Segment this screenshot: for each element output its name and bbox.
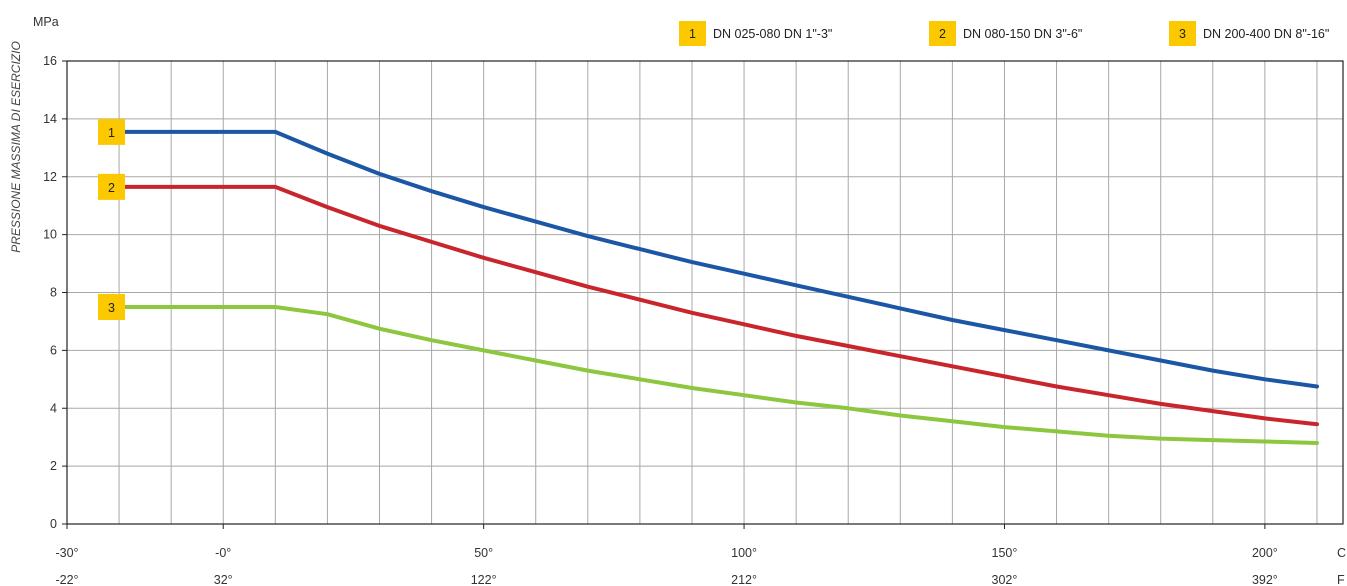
y-axis-title: PRESSIONE MASSIMA DI ESERCIZIO <box>9 41 23 253</box>
series-badge-2: 2 <box>98 173 125 200</box>
x-tick-label-fahrenheit: 392° <box>1252 573 1278 586</box>
y-unit-label: MPa <box>33 15 59 29</box>
legend-item-2: 2 DN 080-150 DN 3"-6" <box>929 21 1082 46</box>
x-tick-label-fahrenheit: 122° <box>471 573 497 586</box>
legend-item-1: 1 DN 025-080 DN 1"-3" <box>679 21 832 46</box>
legend-badge-number: 3 <box>1179 27 1186 41</box>
legend-item-3: 3 DN 200-400 DN 8"-16" <box>1169 21 1329 46</box>
x-tick-label-fahrenheit: 302° <box>992 573 1018 586</box>
legend-badge-number: 2 <box>939 27 946 41</box>
legend-label: DN 200-400 DN 8"-16" <box>1203 27 1329 41</box>
x-tick-labels: -30° -0° 50° 100° 150° 200° -22° 32° 122° 212° 302… <box>55 546 1277 586</box>
x-unit-fahrenheit: F <box>1337 573 1345 586</box>
series-line-2 <box>117 184 1319 427</box>
x-tick-label-fahrenheit: 212° <box>731 573 757 586</box>
y-tick-label: 16 <box>43 54 57 68</box>
series-badge-number: 3 <box>108 301 115 315</box>
legend-badge-box <box>679 21 706 46</box>
series-badge-number: 1 <box>108 126 115 140</box>
x-tick-label-celsius: 150° <box>992 546 1018 560</box>
grid <box>67 61 1343 524</box>
series-line-1 <box>117 129 1319 389</box>
x-unit-celsius: C <box>1337 546 1346 560</box>
legend: 1 DN 025-080 DN 1"-3" 2 DN 080-150 DN 3"-6"… <box>679 21 1329 46</box>
x-tick-label-fahrenheit: -22° <box>55 573 78 586</box>
series-lines <box>117 129 1319 445</box>
x-tick-label-celsius: 200° <box>1252 546 1278 560</box>
series-badge-box <box>98 293 125 320</box>
legend-badge-number: 1 <box>689 27 696 41</box>
series-badge-box <box>98 173 125 200</box>
y-tick-label: 6 <box>50 343 57 357</box>
y-tick-label: 14 <box>43 112 57 126</box>
axes <box>62 60 1344 529</box>
y-tick-labels: 0 2 4 6 8 10 12 14 16 <box>43 54 57 531</box>
series-line-3 <box>117 305 1319 445</box>
series-badge-1: 1 <box>98 118 125 145</box>
x-tick-label-fahrenheit: 32° <box>214 573 233 586</box>
x-tick-label-celsius: -0° <box>215 546 231 560</box>
y-tick-label: 2 <box>50 459 57 473</box>
y-tick-label: 8 <box>50 286 57 300</box>
legend-label: DN 080-150 DN 3"-6" <box>963 27 1082 41</box>
legend-badge-box <box>1169 21 1196 46</box>
y-tick-label: 12 <box>43 170 57 184</box>
x-tick-label-celsius: 100° <box>731 546 757 560</box>
y-tick-label: 4 <box>50 401 57 415</box>
series-badge-number: 2 <box>108 181 115 195</box>
series-badges: 1 2 3 <box>98 118 125 320</box>
legend-badge-box <box>929 21 956 46</box>
x-tick-label-celsius: 50° <box>474 546 493 560</box>
x-tick-label-celsius: -30° <box>55 546 78 560</box>
legend-label: DN 025-080 DN 1"-3" <box>713 27 832 41</box>
y-tick-label: 0 <box>50 517 57 531</box>
series-badge-box <box>98 118 125 145</box>
series-badge-3: 3 <box>98 293 125 320</box>
y-tick-label: 10 <box>43 228 57 242</box>
